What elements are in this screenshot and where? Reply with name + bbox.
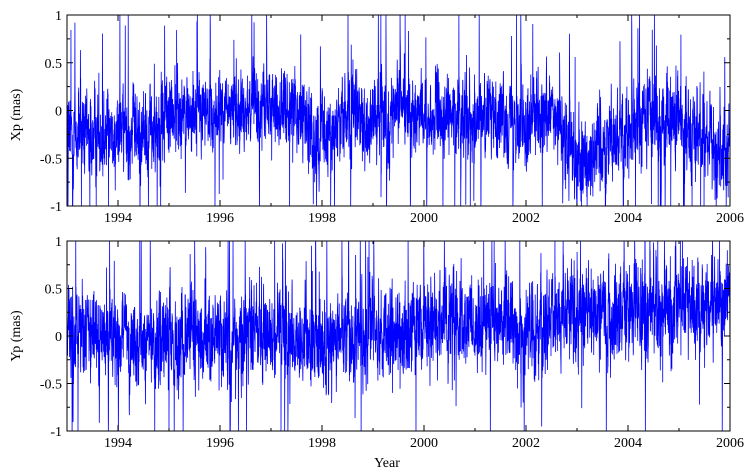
y-tick-label: -0.5 — [40, 378, 62, 393]
x-tick-label: 1998 — [308, 211, 336, 226]
x-tick-label: 2004 — [614, 436, 642, 451]
x-tick-label: 1996 — [206, 436, 234, 451]
y-tick-label: 0 — [55, 330, 62, 345]
xp-y-axis-label: Xp (mas) — [9, 88, 24, 141]
x-tick-label: 2000 — [410, 211, 438, 226]
series-line — [67, 241, 730, 431]
x-tick-label: 2002 — [512, 211, 540, 226]
yp-y-axis-label: Yp (mas) — [9, 310, 24, 362]
x-axis-label: Year — [374, 456, 400, 471]
x-tick-label: 2002 — [512, 436, 540, 451]
y-tick-label: 0 — [55, 105, 62, 120]
y-tick-label: 0.5 — [45, 283, 63, 298]
x-tick-label: 2006 — [716, 436, 744, 451]
y-tick-label: 1 — [55, 9, 62, 24]
series-line — [67, 15, 730, 206]
x-tick-label: 1994 — [104, 211, 132, 226]
y-tick-label: -0.5 — [40, 152, 62, 167]
y-tick-label: -1 — [50, 200, 62, 215]
yp-panel: Yp (mas) Year 1994 1996 1998 2000 2002 2004 20… — [9, 235, 744, 471]
x-tick-label: 2000 — [410, 436, 438, 451]
x-tick-label: 1996 — [206, 211, 234, 226]
xp-panel: Xp (mas) 1994 1996 1998 2000 2002 2004 2006 1 0.… — [9, 9, 744, 226]
y-tick-label: 0.5 — [45, 57, 63, 72]
x-tick-label: 1998 — [308, 436, 336, 451]
x-tick-label: 2006 — [716, 211, 744, 226]
y-tick-label: -1 — [50, 425, 62, 440]
x-tick-label: 1994 — [104, 436, 132, 451]
x-tick-label: 2004 — [614, 211, 642, 226]
y-tick-label: 1 — [55, 235, 62, 250]
